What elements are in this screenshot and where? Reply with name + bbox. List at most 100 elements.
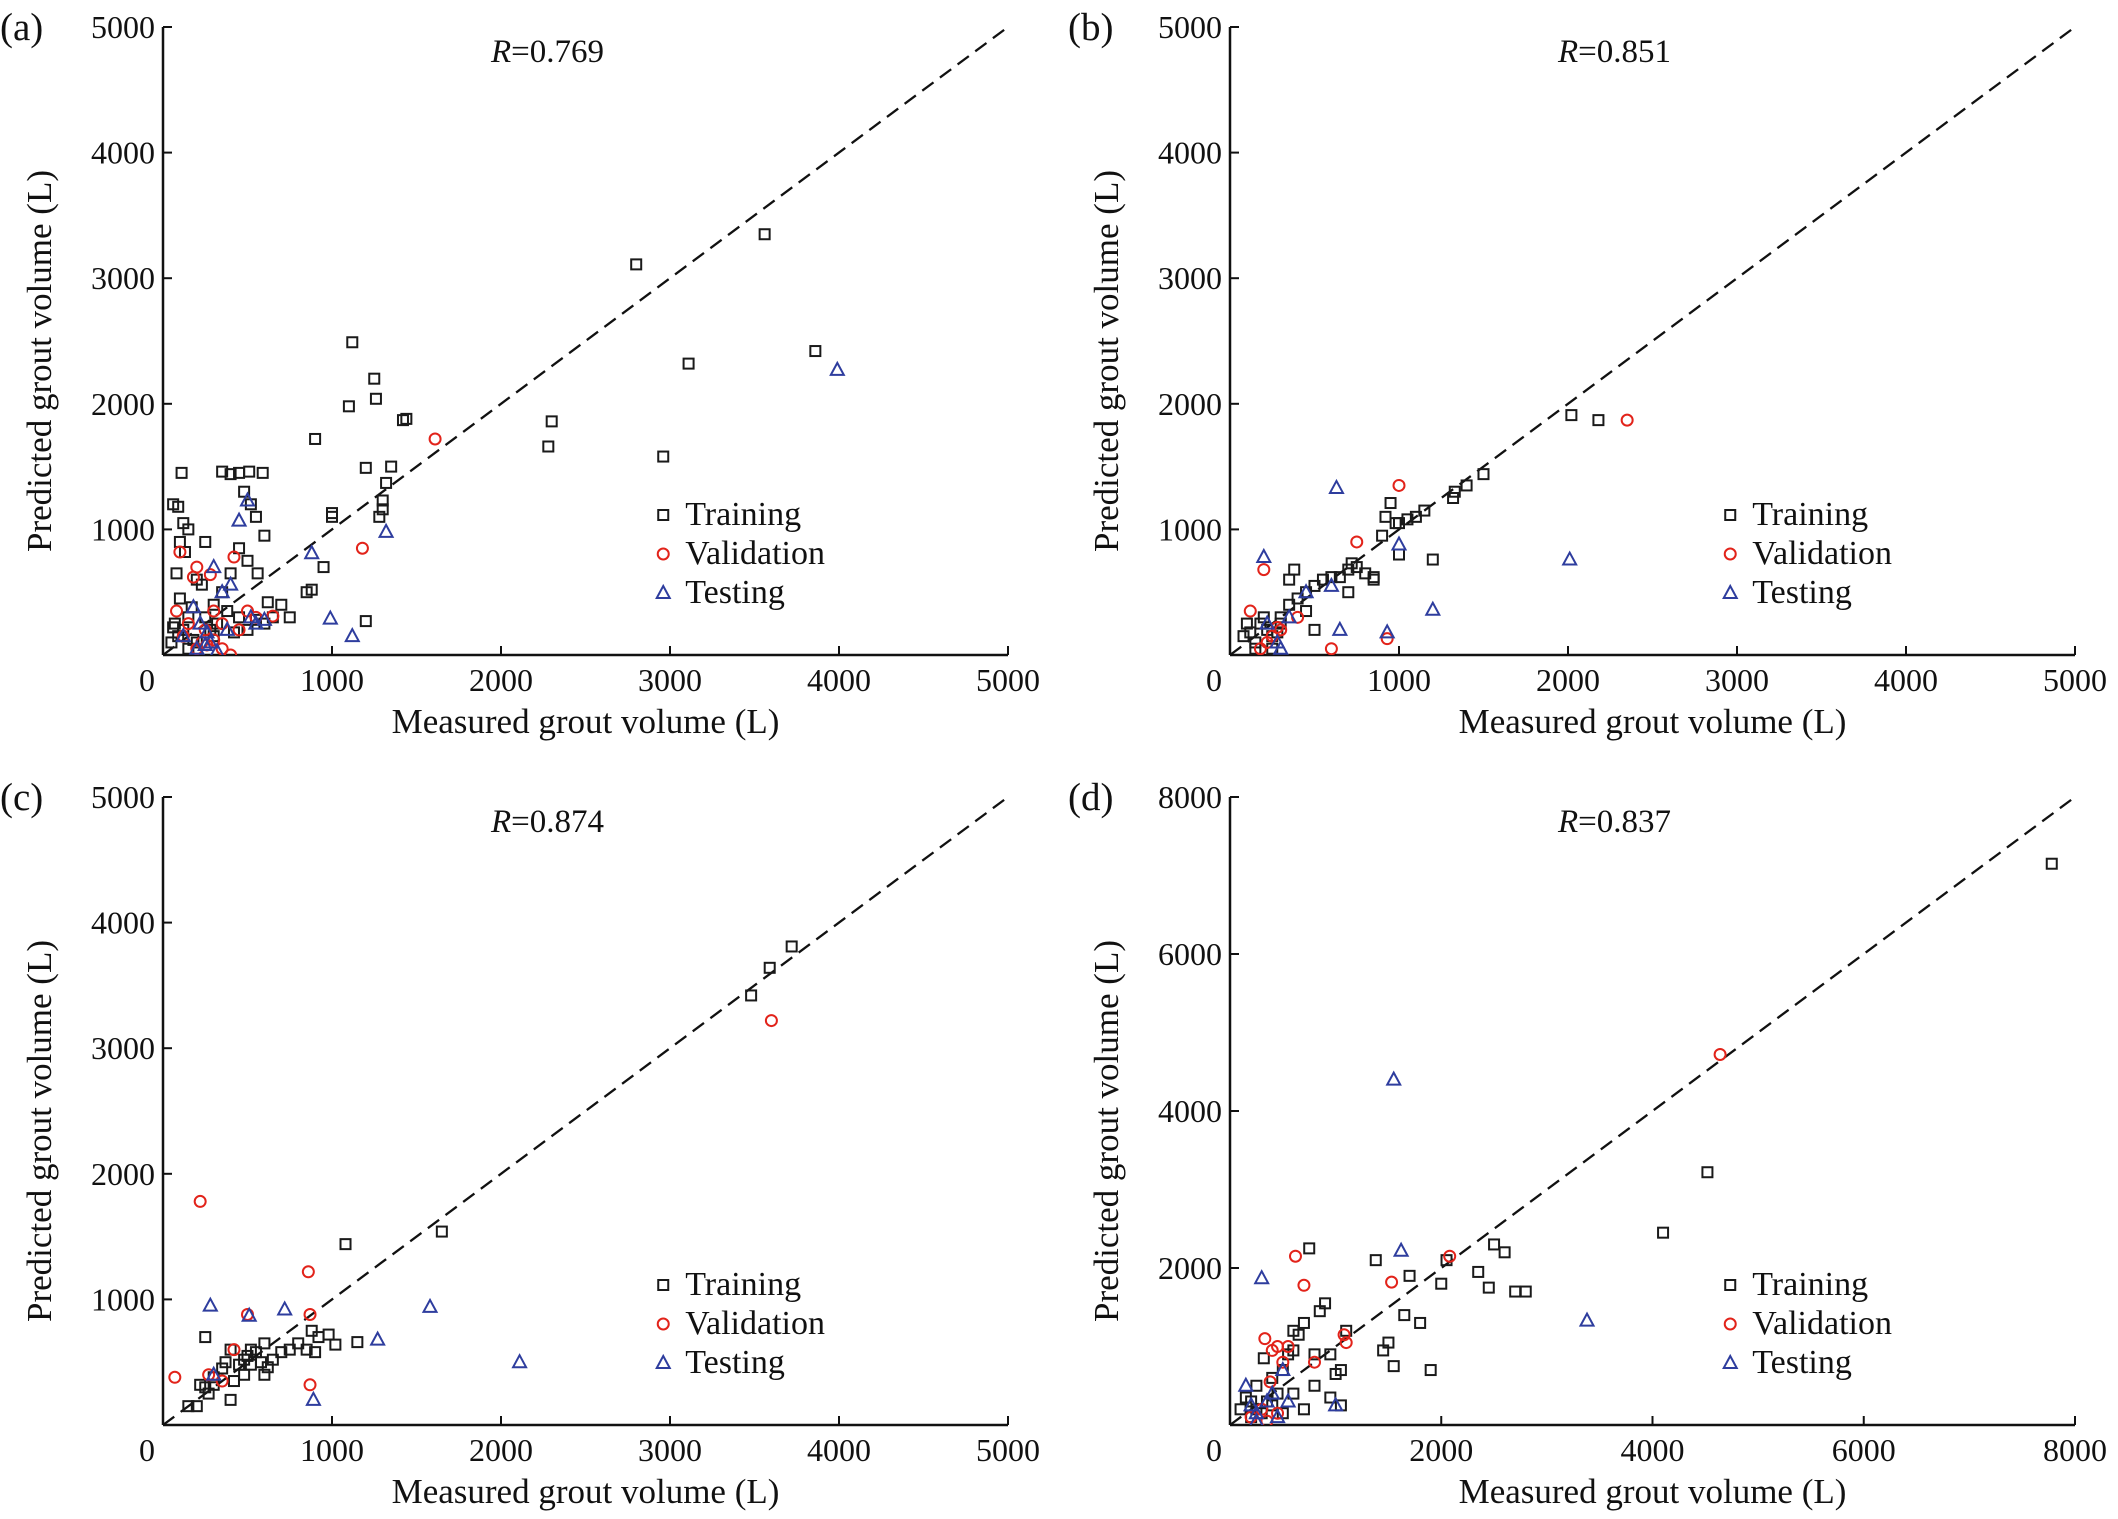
x-tick-label: 8000 [2043, 1432, 2107, 1468]
r-annotation: R=0.769 [490, 34, 604, 70]
data-point-training [1308, 1348, 1321, 1361]
data-point-validation [1392, 478, 1406, 492]
x-tick-label: 4000 [1874, 662, 1938, 698]
legend-marker-training [1724, 1279, 1737, 1291]
data-point-validation [1443, 1249, 1457, 1263]
data-point-training [224, 468, 237, 481]
data-point-validation [1324, 642, 1338, 655]
data-point-testing [241, 1306, 258, 1322]
r-symbol: R [490, 34, 511, 70]
data-point-training [1367, 571, 1380, 584]
data-point-training [396, 414, 409, 427]
data-point-training [1424, 1364, 1437, 1377]
data-point-training [1488, 1238, 1501, 1251]
data-point-training [2045, 857, 2058, 870]
series-validation [1244, 1047, 1727, 1425]
data-point-training [809, 345, 822, 358]
data-point-training [1303, 1242, 1316, 1255]
series-training [1234, 857, 2058, 1424]
data-point-training [1498, 1246, 1511, 1259]
x-axis-title: Measured grout volume (L) [392, 702, 780, 741]
r-annotation: R=0.851 [1557, 34, 1671, 70]
legend-marker-testing [1722, 1353, 1739, 1369]
data-point-training [258, 529, 271, 542]
data-point-training [1249, 642, 1262, 655]
data-point-testing [205, 557, 222, 574]
data-point-training [1300, 605, 1313, 618]
legend-label-validation: Validation [685, 1305, 825, 1342]
data-point-testing [1272, 639, 1289, 655]
data-point-training [745, 989, 758, 1002]
y-tick-label: 5000 [1158, 9, 1222, 45]
data-point-validation [1257, 563, 1271, 577]
data-point-training [1369, 1254, 1382, 1267]
legend-marker-validation [1723, 1317, 1737, 1331]
data-point-testing [222, 575, 239, 591]
data-point-validation [301, 1265, 315, 1279]
data-point-training [199, 1381, 212, 1394]
data-point-training [170, 567, 183, 580]
data-point-testing [344, 627, 361, 643]
legend-label-training: Training [685, 496, 801, 533]
data-point-validation [1350, 535, 1364, 549]
legend-marker-testing [655, 583, 672, 599]
data-point-testing [185, 598, 202, 614]
y-axis-title: Predicted grout volume (L) [20, 170, 59, 552]
data-point-training [1234, 1403, 1247, 1416]
y-tick-label: 4000 [1158, 135, 1222, 171]
r-value: =0.769 [511, 34, 604, 70]
legend-marker-testing [655, 1353, 672, 1369]
data-point-testing [1327, 1396, 1344, 1412]
data-point-training [326, 507, 338, 520]
data-point-training [1387, 1360, 1400, 1373]
data-point-testing [1242, 1396, 1260, 1412]
y-tick-label: 3000 [91, 260, 155, 296]
data-point-training [256, 466, 269, 479]
data-point-testing [1248, 1404, 1265, 1420]
data-point-validation [1337, 1328, 1351, 1342]
data-point-testing [1253, 1269, 1270, 1285]
data-point-training [1448, 485, 1461, 498]
data-point-training [1482, 1281, 1495, 1294]
data-point-training [241, 554, 254, 567]
legend-label-testing: Testing [1752, 1344, 1852, 1381]
x-tick-label: 5000 [2043, 662, 2107, 698]
data-point-validation [227, 550, 241, 564]
data-point-training [300, 1343, 313, 1356]
data-point-testing [219, 620, 236, 636]
data-point-testing [1255, 547, 1272, 564]
x-tick-label: 2000 [1409, 1432, 1473, 1468]
y-tick-label: 3000 [1158, 260, 1222, 296]
y-tick-label: 5000 [91, 9, 155, 45]
data-point-training [219, 1356, 232, 1369]
legend-label-training: Training [1752, 1266, 1868, 1303]
data-point-validation [764, 1014, 778, 1028]
data-point-training [182, 523, 195, 536]
data-point-validation [1274, 623, 1288, 637]
x-tick-label: 2000 [1536, 662, 1600, 698]
y-tick-label: 5000 [91, 779, 155, 815]
data-point-training [1393, 517, 1405, 530]
data-point-testing [1297, 583, 1315, 599]
data-point-testing [322, 609, 339, 625]
data-point-validation [190, 560, 204, 574]
data-point-validation [1380, 632, 1394, 646]
data-point-testing [198, 623, 216, 639]
data-point-validation [1276, 1355, 1290, 1369]
data-point-validation [1385, 1275, 1399, 1289]
y-tick-label: 1000 [91, 511, 155, 547]
y-tick-label: 2000 [91, 386, 155, 422]
y-tick-label: 6000 [1158, 936, 1222, 972]
origin-tick-label: 0 [139, 1432, 155, 1468]
origin-tick-label: 0 [139, 662, 155, 698]
data-point-training [1376, 529, 1389, 542]
data-point-training [342, 400, 355, 413]
data-point-training [346, 336, 359, 349]
data-point-validation [1713, 1047, 1727, 1061]
legend-marker-validation [656, 1317, 670, 1331]
panel-label: (d) [1068, 776, 1113, 819]
data-point-training [376, 503, 389, 516]
data-point-testing [1328, 478, 1345, 494]
data-point-training [199, 535, 212, 548]
data-point-training [369, 392, 382, 405]
